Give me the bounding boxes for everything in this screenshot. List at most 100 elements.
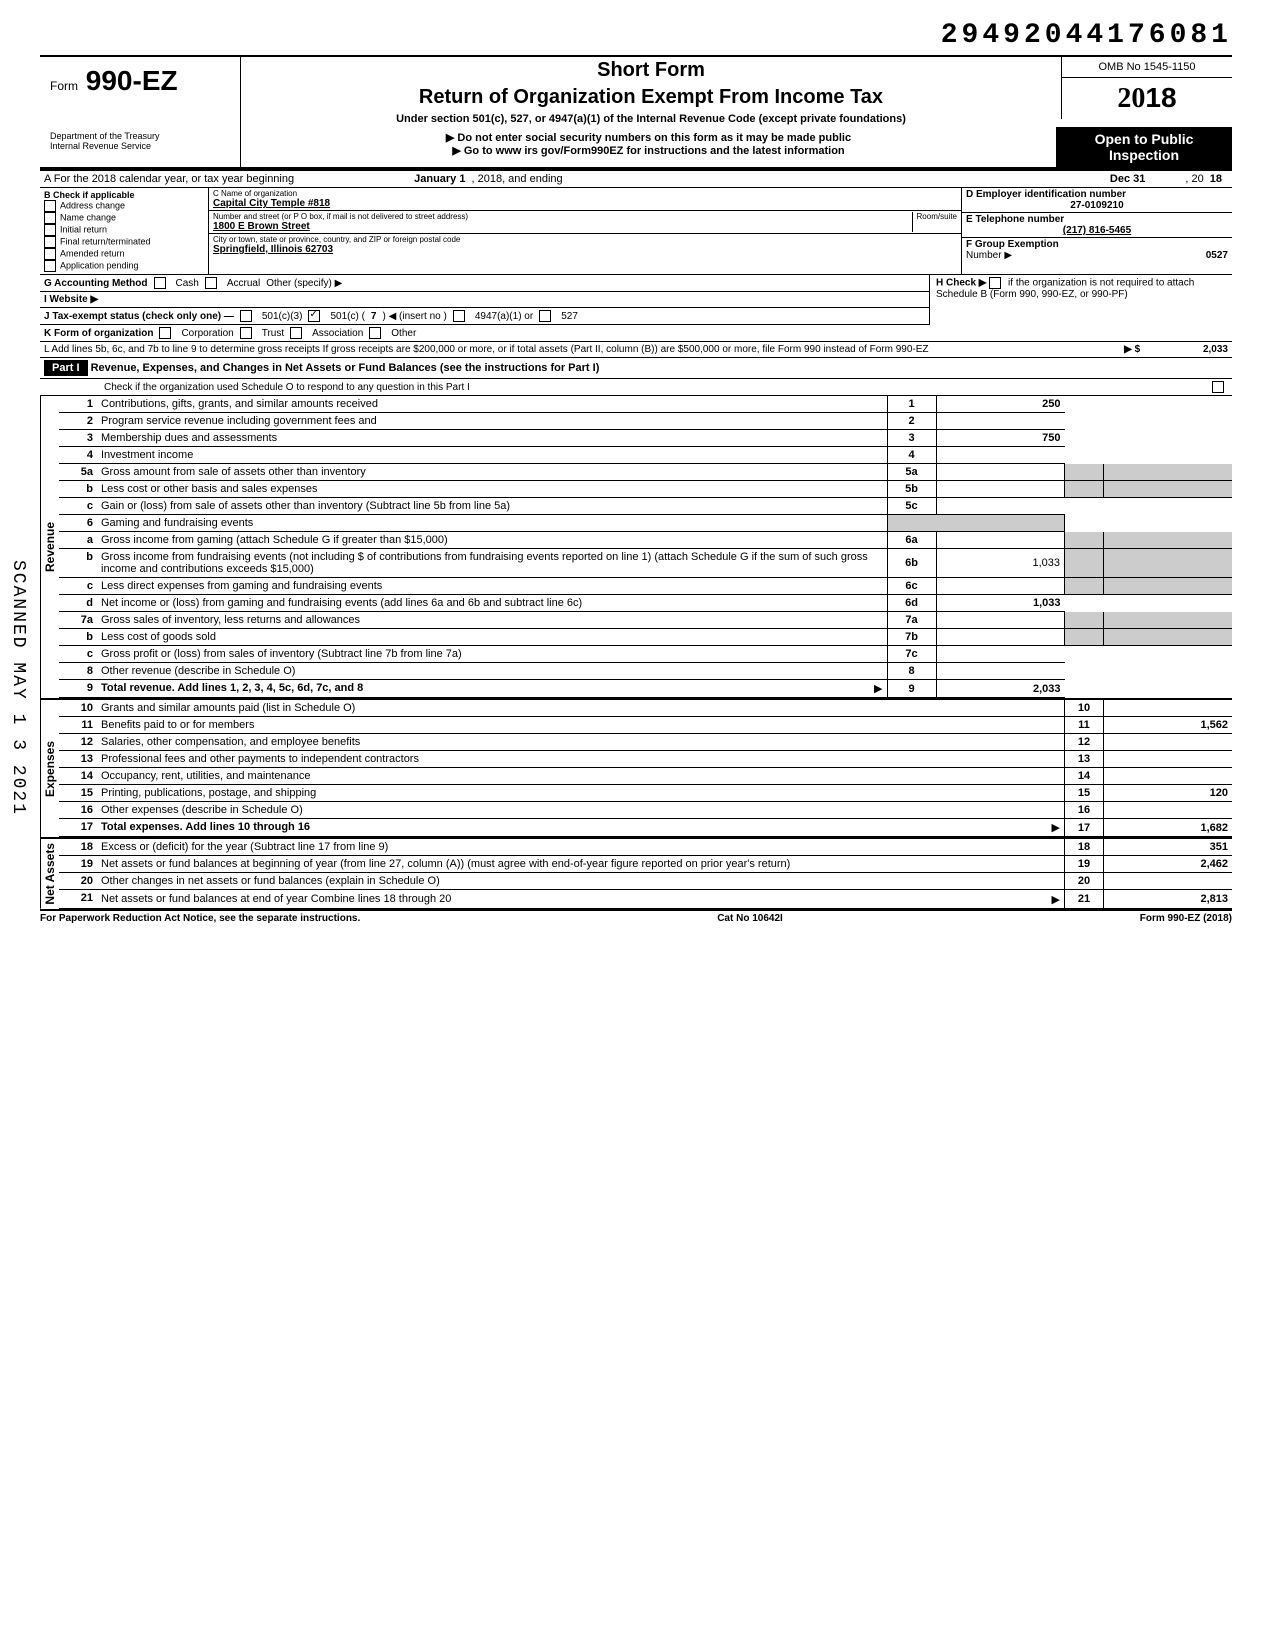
j-527-checkbox[interactable]: [539, 310, 551, 322]
amount: 1,682: [1104, 819, 1233, 837]
l-row: L Add lines 5b, 6c, and 7b to line 9 to …: [40, 342, 1232, 358]
table-row: cLess direct expenses from gaming and fu…: [59, 578, 1232, 595]
line-ref-shaded: [1065, 629, 1104, 646]
row-a: A For the 2018 calendar year, or tax yea…: [40, 171, 1232, 188]
amount: 1,562: [1104, 717, 1233, 734]
year-suffix: 18: [1145, 82, 1176, 113]
group-label: F Group Exemption: [966, 239, 1059, 250]
col-b-item: Final return/terminated: [44, 236, 204, 248]
dept-instruct-row: Department of the Treasury Internal Reve…: [40, 127, 1232, 171]
line-desc: Gross sales of inventory, less returns a…: [97, 612, 887, 629]
line-desc: Gross income from fundraising events (no…: [97, 549, 887, 578]
checkbox-initial-return[interactable]: [44, 224, 56, 236]
j-527: 527: [561, 311, 578, 322]
k-other-checkbox[interactable]: [369, 327, 381, 339]
line-desc: Grants and similar amounts paid (list in…: [97, 700, 1065, 717]
expenses-table: 10Grants and similar amounts paid (list …: [59, 700, 1232, 837]
line-number: 19: [59, 856, 97, 873]
line-ref: 17: [1065, 819, 1104, 837]
street-label: Number and street (or P O box, if mail i…: [213, 212, 904, 221]
city: Springfield, Illinois 62703: [213, 244, 957, 255]
line-number: 15: [59, 785, 97, 802]
line-spacer: [887, 515, 1065, 532]
line-desc: Less cost of goods sold: [97, 629, 887, 646]
omb-number: OMB No 1545-1150: [1061, 57, 1232, 78]
line-ref-shaded: [1065, 578, 1104, 595]
table-row: 12Salaries, other compensation, and empl…: [59, 734, 1232, 751]
k-trust-checkbox[interactable]: [240, 327, 252, 339]
col-b: B Check if applicable Address changeName…: [40, 188, 209, 274]
amount: 351: [1104, 839, 1233, 856]
line-desc: Professional fees and other payments to …: [97, 751, 1065, 768]
short-form-title: Short Form: [251, 59, 1051, 82]
j-501c-checkbox[interactable]: [308, 310, 320, 322]
g-accrual-checkbox[interactable]: [205, 277, 217, 289]
checkbox-address-change[interactable]: [44, 200, 56, 212]
subtitle: Under section 501(c), 527, or 4947(a)(1)…: [251, 113, 1051, 125]
checkbox-name-change[interactable]: [44, 212, 56, 224]
h-box: H Check ▶ if the organization is not req…: [929, 275, 1232, 325]
table-row: 5aGross amount from sale of assets other…: [59, 464, 1232, 481]
line-ref: 6d: [887, 595, 936, 612]
part1-checkbox[interactable]: [1212, 381, 1224, 393]
k-corp-checkbox[interactable]: [159, 327, 171, 339]
line-ref-shaded: [1065, 612, 1104, 629]
org-name: Capital City Temple #818: [213, 198, 957, 209]
open-public-1: Open to Public: [1064, 131, 1224, 147]
h-checkbox[interactable]: [989, 277, 1001, 289]
g-cash: Cash: [176, 278, 199, 289]
j-501c-num: 7: [371, 311, 377, 322]
checkbox-application-pending[interactable]: [44, 260, 56, 272]
amount-shaded: [1104, 629, 1233, 646]
line-ref: 2: [887, 413, 936, 430]
name-label: C Name of organization: [213, 189, 957, 198]
line-ref: 16: [1065, 802, 1104, 819]
line-desc: Other expenses (describe in Schedule O): [97, 802, 1065, 819]
g-cash-checkbox[interactable]: [154, 277, 166, 289]
row-a-label: A For the 2018 calendar year, or tax yea…: [44, 173, 294, 185]
amount-shaded: [1104, 549, 1233, 578]
tax-year: 2018: [1061, 78, 1232, 119]
line-ref: 8: [887, 663, 936, 680]
part1-label: Part I: [44, 360, 88, 376]
ein-label: D Employer identification number: [966, 189, 1228, 200]
header-dln: 29492044176081: [40, 20, 1232, 51]
checkbox-amended-return[interactable]: [44, 248, 56, 260]
expenses-section: Expenses 10Grants and similar amounts pa…: [40, 698, 1232, 837]
mid-line-number: 5a: [887, 464, 936, 481]
j-label: J Tax-exempt status (check only one) —: [44, 311, 234, 322]
table-row: 3Membership dues and assessments3750: [59, 430, 1232, 447]
line-number: 21: [59, 890, 97, 908]
amount: 1,033: [936, 595, 1065, 612]
line-ref: 12: [1065, 734, 1104, 751]
line-desc: Gaming and fundraising events: [97, 515, 887, 532]
line-number: b: [59, 629, 97, 646]
col-c: C Name of organization Capital City Temp…: [209, 188, 961, 274]
line-number: 16: [59, 802, 97, 819]
line-ref: 15: [1065, 785, 1104, 802]
mid-line-value: [936, 464, 1065, 481]
j-501c3-checkbox[interactable]: [240, 310, 252, 322]
dept-box: Department of the Treasury Internal Reve…: [40, 127, 241, 169]
j-501c: 501(c) (: [330, 311, 364, 322]
line-desc: Total expenses. Add lines 10 through 16 …: [97, 819, 1065, 837]
footer-right: Form 990-EZ (2018): [1140, 913, 1232, 924]
footer-mid: Cat No 10642I: [717, 913, 783, 924]
group-num: 0527: [1206, 250, 1228, 261]
room-suite-label: Room/suite: [912, 212, 957, 232]
line-number: 7a: [59, 612, 97, 629]
line-desc: Investment income: [97, 447, 887, 464]
line-ref: 21: [1065, 890, 1104, 908]
j-4947: 4947(a)(1) or: [475, 311, 533, 322]
j-4947-checkbox[interactable]: [453, 310, 465, 322]
k-assoc-checkbox[interactable]: [290, 327, 302, 339]
amount: 250: [936, 396, 1065, 413]
line-desc: Gross income from gaming (attach Schedul…: [97, 532, 887, 549]
line-desc: Gross profit or (loss) from sales of inv…: [97, 646, 887, 663]
line-desc: Program service revenue including govern…: [97, 413, 887, 430]
line-ref: 4: [887, 447, 936, 464]
table-row: aGross income from gaming (attach Schedu…: [59, 532, 1232, 549]
line-number: 9: [59, 680, 97, 698]
line-ref: 10: [1065, 700, 1104, 717]
checkbox-final-return/terminated[interactable]: [44, 236, 56, 248]
